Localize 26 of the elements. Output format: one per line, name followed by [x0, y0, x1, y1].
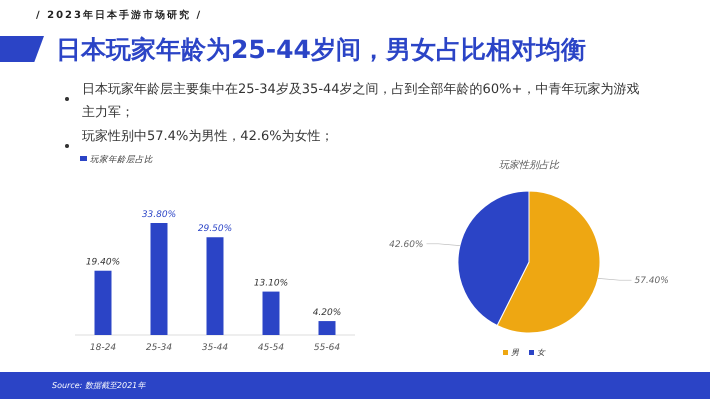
x-tick-label: 45-54	[258, 343, 284, 353]
x-tick-label: 35-44	[202, 343, 228, 353]
data-label: 4.20%	[312, 308, 342, 318]
source-note: Source: 数据截至2021年	[52, 380, 146, 391]
bar	[94, 270, 112, 335]
bar	[206, 237, 224, 335]
x-tick-label: 25-34	[146, 343, 172, 353]
legend-label: 玩家年龄层占比	[90, 154, 153, 165]
bar	[262, 292, 280, 335]
legend-label: 男	[511, 348, 520, 357]
x-tick-label: 55-64	[314, 343, 340, 353]
text: 玩家性别中57.4%为男性，42.6%为女性；	[82, 128, 335, 146]
bar	[318, 321, 336, 335]
data-label: 13.10%	[254, 278, 288, 289]
text: / 2023年日本手游市场研究 /	[36, 8, 202, 22]
data-label: 57.40%	[634, 276, 669, 286]
chart-title: 玩家性别占比	[499, 159, 560, 171]
bar	[150, 223, 168, 335]
text: 日本玩家年龄为25-44岁间，男女占比相对均衡	[56, 34, 586, 66]
data-label: 33.80%	[142, 210, 176, 220]
data-label: 29.50%	[198, 224, 232, 234]
legend-label: 女	[537, 348, 546, 357]
data-label: 42.60%	[389, 240, 424, 250]
data-label: 19.40%	[86, 258, 120, 268]
x-tick-label: 18-24	[90, 343, 116, 353]
text: 日本玩家年龄层主要集中在25-34岁及35-44岁之间，占到全部年龄的60%+，中青年玩家为游戏主力军；	[82, 81, 640, 122]
